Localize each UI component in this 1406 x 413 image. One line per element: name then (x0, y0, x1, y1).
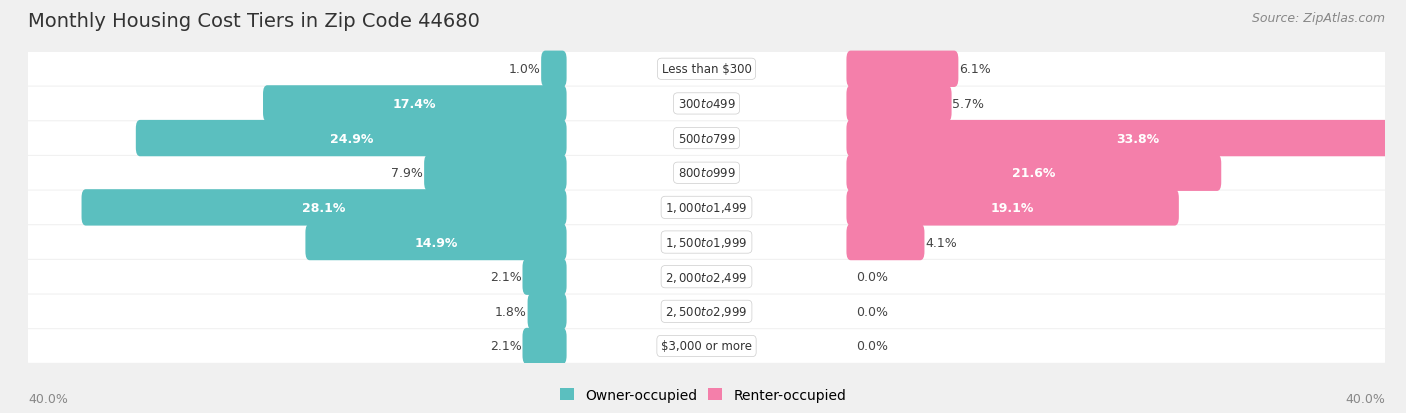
Text: Monthly Housing Cost Tiers in Zip Code 44680: Monthly Housing Cost Tiers in Zip Code 4… (28, 12, 479, 31)
FancyBboxPatch shape (25, 122, 1388, 156)
Text: 17.4%: 17.4% (394, 98, 436, 111)
FancyBboxPatch shape (25, 157, 1388, 190)
Text: $1,500 to $1,999: $1,500 to $1,999 (665, 235, 748, 249)
Text: 33.8%: 33.8% (1116, 132, 1159, 145)
Text: Less than $300: Less than $300 (662, 63, 751, 76)
Text: Source: ZipAtlas.com: Source: ZipAtlas.com (1251, 12, 1385, 25)
FancyBboxPatch shape (25, 191, 1388, 225)
FancyBboxPatch shape (846, 155, 1222, 192)
Text: 21.6%: 21.6% (1012, 167, 1056, 180)
Text: $500 to $799: $500 to $799 (678, 132, 735, 145)
Text: 6.1%: 6.1% (959, 63, 991, 76)
FancyBboxPatch shape (25, 53, 1388, 86)
Text: 0.0%: 0.0% (856, 271, 887, 283)
Text: 1.0%: 1.0% (509, 63, 540, 76)
Text: 2.1%: 2.1% (489, 339, 522, 353)
Text: 2.1%: 2.1% (489, 271, 522, 283)
FancyBboxPatch shape (25, 295, 1388, 328)
Text: $300 to $499: $300 to $499 (678, 98, 735, 111)
Text: 1.8%: 1.8% (495, 305, 527, 318)
Text: $800 to $999: $800 to $999 (678, 167, 735, 180)
Text: $2,500 to $2,999: $2,500 to $2,999 (665, 305, 748, 318)
FancyBboxPatch shape (527, 294, 567, 330)
Text: 5.7%: 5.7% (952, 98, 984, 111)
FancyBboxPatch shape (82, 190, 567, 226)
FancyBboxPatch shape (846, 121, 1406, 157)
FancyBboxPatch shape (846, 224, 925, 261)
Text: 28.1%: 28.1% (302, 202, 346, 214)
Text: 0.0%: 0.0% (856, 339, 887, 353)
FancyBboxPatch shape (25, 225, 1388, 259)
FancyBboxPatch shape (425, 155, 567, 192)
FancyBboxPatch shape (523, 328, 567, 364)
Text: $1,000 to $1,499: $1,000 to $1,499 (665, 201, 748, 215)
Text: $2,000 to $2,499: $2,000 to $2,499 (665, 270, 748, 284)
FancyBboxPatch shape (846, 190, 1178, 226)
FancyBboxPatch shape (523, 259, 567, 295)
FancyBboxPatch shape (25, 260, 1388, 294)
FancyBboxPatch shape (25, 88, 1388, 121)
Text: $3,000 or more: $3,000 or more (661, 339, 752, 353)
FancyBboxPatch shape (846, 52, 959, 88)
Text: 24.9%: 24.9% (329, 132, 373, 145)
FancyBboxPatch shape (25, 330, 1388, 363)
FancyBboxPatch shape (305, 224, 567, 261)
Text: 19.1%: 19.1% (991, 202, 1035, 214)
Text: 7.9%: 7.9% (391, 167, 423, 180)
FancyBboxPatch shape (846, 86, 952, 122)
Text: 0.0%: 0.0% (856, 305, 887, 318)
Text: 14.9%: 14.9% (415, 236, 458, 249)
FancyBboxPatch shape (136, 121, 567, 157)
FancyBboxPatch shape (541, 52, 567, 88)
Text: 40.0%: 40.0% (1346, 392, 1385, 405)
Text: 40.0%: 40.0% (28, 392, 67, 405)
Legend: Owner-occupied, Renter-occupied: Owner-occupied, Renter-occupied (560, 388, 846, 402)
Text: 4.1%: 4.1% (925, 236, 957, 249)
FancyBboxPatch shape (263, 86, 567, 122)
